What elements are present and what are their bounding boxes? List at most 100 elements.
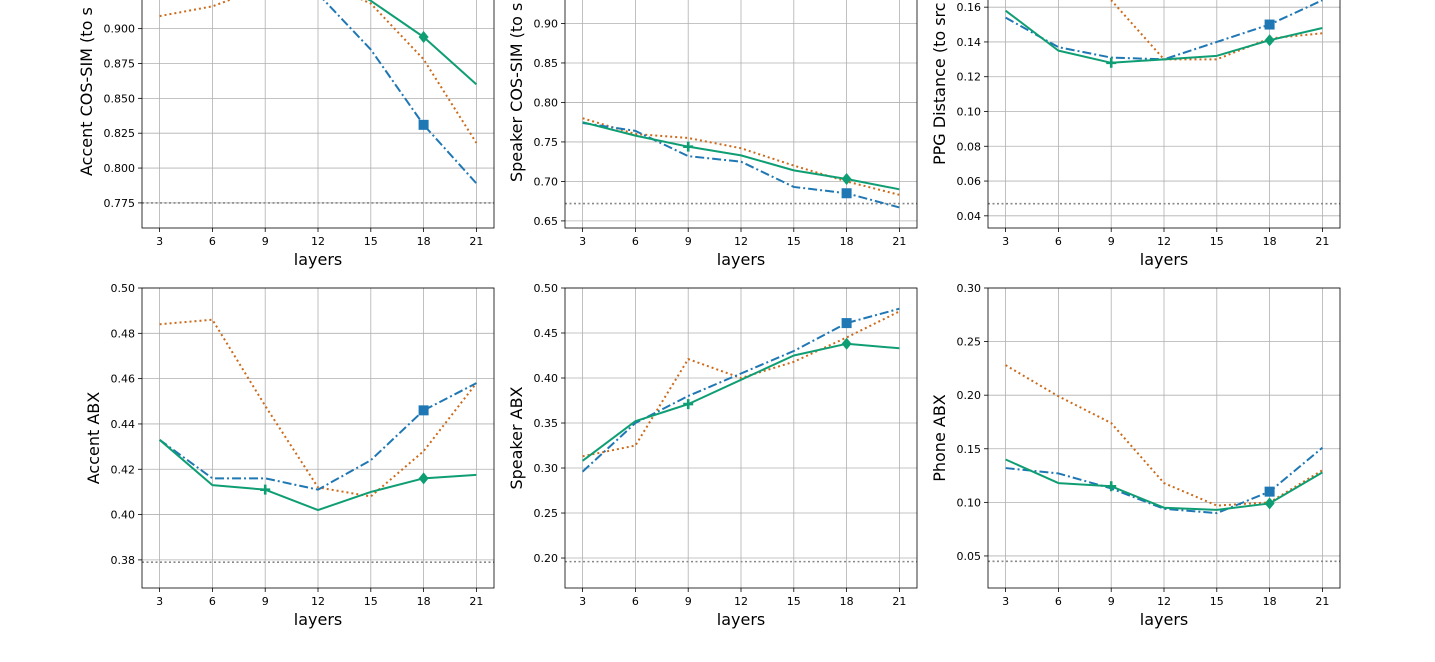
x-tick-label: 15 bbox=[364, 235, 378, 248]
y-tick-label: 0.25 bbox=[534, 507, 559, 520]
plot-frame bbox=[987, 0, 1341, 229]
y-tick-label: 0.14 bbox=[957, 36, 982, 49]
x-tick-label: 18 bbox=[1263, 595, 1277, 608]
x-tick-label: 12 bbox=[311, 235, 325, 248]
series-line bbox=[582, 310, 900, 458]
y-tick-label: 0.825 bbox=[104, 127, 136, 140]
x-tick-label: 15 bbox=[787, 595, 801, 608]
x-tick-label: 6 bbox=[209, 235, 216, 248]
y-tick-label: 0.50 bbox=[111, 282, 136, 295]
marker bbox=[1264, 497, 1275, 510]
y-axis-label: Speaker COS-SIM (to s bbox=[507, 3, 526, 182]
y-tick-label: 0.75 bbox=[534, 136, 559, 149]
x-tick-label: 21 bbox=[892, 235, 906, 248]
y-tick-label: 0.48 bbox=[111, 327, 136, 340]
x-tick-label: 12 bbox=[1157, 235, 1171, 248]
marker bbox=[1264, 34, 1275, 47]
x-tick-label: 3 bbox=[579, 595, 586, 608]
y-tick-label: 0.50 bbox=[534, 282, 559, 295]
y-tick-label: 0.850 bbox=[104, 92, 136, 105]
series-line bbox=[159, 382, 477, 491]
subplot: 0.20 0.25 0.30 0.35 0.40 0.45 0.50 3 6 9 12 15 18 21 l… bbox=[507, 282, 918, 629]
y-tick-label: 0.20 bbox=[534, 552, 559, 565]
x-tick-label: 12 bbox=[734, 595, 748, 608]
y-tick-label: 0.08 bbox=[957, 140, 982, 153]
x-tick-label: 12 bbox=[311, 595, 325, 608]
plot-frame bbox=[564, 0, 918, 229]
y-tick-label: 0.30 bbox=[534, 462, 559, 475]
x-axis-label: layers bbox=[1140, 250, 1188, 269]
x-tick-label: 3 bbox=[579, 235, 586, 248]
x-tick-label: 9 bbox=[262, 235, 269, 248]
series-line bbox=[159, 318, 478, 498]
y-tick-label: 0.42 bbox=[111, 463, 136, 476]
marker bbox=[1264, 486, 1275, 497]
x-tick-label: 6 bbox=[209, 595, 216, 608]
x-tick-label: 15 bbox=[1210, 595, 1224, 608]
x-tick-label: 6 bbox=[1055, 595, 1062, 608]
y-axis-label: PPG Distance (to src bbox=[930, 2, 949, 165]
y-tick-label: 0.70 bbox=[534, 175, 559, 188]
marker bbox=[683, 399, 694, 410]
y-tick-label: 0.775 bbox=[104, 197, 136, 210]
y-tick-label: 0.80 bbox=[534, 96, 559, 109]
x-tick-label: 9 bbox=[1108, 235, 1115, 248]
x-tick-label: 9 bbox=[1108, 595, 1115, 608]
marker bbox=[418, 119, 429, 130]
y-tick-label: 0.35 bbox=[534, 417, 559, 430]
x-axis-label: layers bbox=[717, 610, 765, 629]
marker bbox=[418, 31, 429, 44]
marker bbox=[683, 141, 694, 152]
marker bbox=[1264, 19, 1275, 30]
y-tick-label: 0.85 bbox=[534, 57, 559, 70]
x-tick-label: 9 bbox=[262, 595, 269, 608]
plot-frame bbox=[141, 287, 495, 589]
y-tick-label: 0.65 bbox=[534, 215, 559, 228]
y-tick-label: 0.30 bbox=[957, 282, 982, 295]
x-axis-label: layers bbox=[717, 250, 765, 269]
subplot: 0.04 0.06 0.08 0.10 0.12 0.14 0.16 3 6 9 12 15 18 21 l… bbox=[930, 0, 1341, 269]
y-tick-label: 0.38 bbox=[111, 554, 136, 567]
y-tick-label: 0.20 bbox=[957, 389, 982, 402]
marker bbox=[418, 405, 429, 416]
x-tick-label: 6 bbox=[632, 595, 639, 608]
y-tick-label: 0.44 bbox=[111, 418, 136, 431]
x-tick-label: 21 bbox=[469, 595, 483, 608]
y-tick-label: 0.875 bbox=[104, 57, 136, 70]
y-tick-label: 0.40 bbox=[534, 372, 559, 385]
subplot: 0.38 0.40 0.42 0.44 0.46 0.48 0.50 3 6 9 12 15 18 21 l… bbox=[84, 282, 495, 629]
y-tick-label: 0.800 bbox=[104, 162, 136, 175]
y-tick-label: 0.40 bbox=[111, 509, 136, 522]
x-tick-label: 9 bbox=[685, 595, 692, 608]
x-tick-label: 15 bbox=[1210, 235, 1224, 248]
series-line bbox=[581, 307, 900, 473]
x-tick-label: 12 bbox=[1157, 595, 1171, 608]
marker bbox=[841, 318, 852, 329]
x-tick-label: 3 bbox=[156, 595, 163, 608]
x-tick-label: 18 bbox=[1263, 235, 1277, 248]
y-tick-label: 0.12 bbox=[957, 71, 982, 84]
x-tick-label: 15 bbox=[364, 595, 378, 608]
y-tick-label: 0.46 bbox=[111, 373, 136, 386]
y-axis-label: Accent ABX bbox=[84, 392, 103, 485]
x-tick-label: 21 bbox=[1315, 235, 1329, 248]
y-tick-label: 0.15 bbox=[957, 443, 982, 456]
y-axis-label: Accent COS-SIM (to s bbox=[77, 7, 96, 176]
subplot: 0.775 0.800 0.825 0.850 0.875 0.900 3 6 9 12 15 18 2… bbox=[77, 0, 495, 269]
plot-frame bbox=[564, 287, 918, 589]
y-tick-label: 0.25 bbox=[957, 336, 982, 349]
y-tick-label: 0.05 bbox=[957, 550, 982, 563]
y-axis-label: Phone ABX bbox=[930, 394, 949, 482]
x-tick-label: 21 bbox=[469, 235, 483, 248]
marker bbox=[1106, 481, 1117, 492]
y-tick-label: 0.10 bbox=[957, 105, 982, 118]
y-tick-label: 0.10 bbox=[957, 496, 982, 509]
x-tick-label: 6 bbox=[1055, 235, 1062, 248]
y-tick-label: 0.16 bbox=[957, 1, 982, 14]
y-tick-label: 0.45 bbox=[534, 327, 559, 340]
x-tick-label: 18 bbox=[417, 595, 431, 608]
x-tick-label: 9 bbox=[685, 235, 692, 248]
x-tick-label: 3 bbox=[1002, 235, 1009, 248]
y-tick-label: 0.04 bbox=[957, 210, 982, 223]
